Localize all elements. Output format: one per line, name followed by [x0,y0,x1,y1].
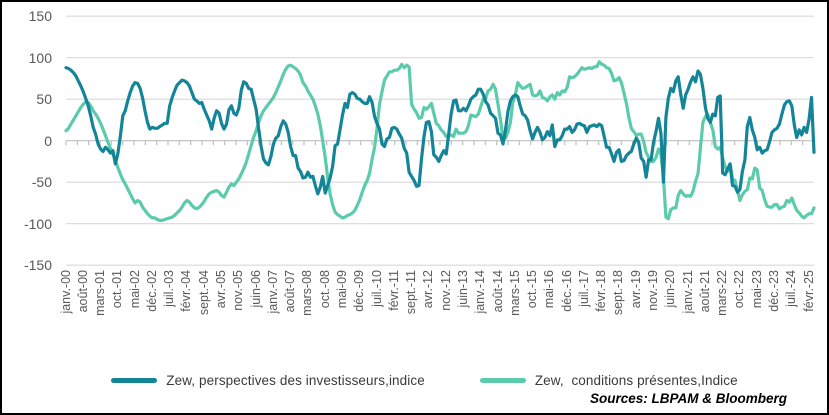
x-axis-tick-label: janv.-00 [58,270,73,314]
x-axis-tick-label: févr.-18 [594,270,609,312]
legend-item-conditions: Zew, conditions présentes,Indice [479,373,738,388]
x-axis-tick-label: mars-08 [300,270,315,317]
y-axis-tick-label: 100 [28,49,52,66]
x-axis-tick-label: avr.-05 [214,270,229,309]
x-axis-tick-label: nov.-05 [231,270,246,311]
x-axis-tick-label: mars-01 [93,270,108,317]
x-axis-tick-label: juin-06 [248,270,263,308]
x-axis-tick-label: déc.-16 [559,270,574,312]
x-axis-tick-label: sept.-18 [611,270,626,316]
x-axis-tick-label: janv.-21 [680,270,695,314]
x-axis-tick-label: févr.-11 [386,270,401,311]
x-axis-tick-label: juil.-17 [576,270,591,308]
source-note: Sources: LBPAM & Bloomberg [589,391,787,406]
x-axis-tick-label: mai-02 [127,270,142,309]
legend-item-perspectives: Zew, perspectives des investisseurs,indi… [111,373,425,388]
x-axis-tick-label: juil.-03 [162,270,177,308]
x-axis-tick-label: févr.-25 [801,270,816,312]
x-axis-tick-label: mars-22 [715,270,730,317]
legend-label-conditions: Zew, conditions présentes,Indice [534,373,738,388]
legend-label-perspectives: Zew, perspectives des investisseurs,indi… [166,373,425,388]
x-axis-tick-label: févr.-04 [179,270,194,312]
y-axis-tick-label: -150 [23,257,52,274]
x-axis-tick-label: juin-20 [663,270,678,308]
x-axis-tick-label: déc.-09 [352,270,367,312]
x-axis-tick-label: oct.-22 [732,270,747,309]
x-axis-tick-label: août-00 [75,270,90,313]
x-axis-tick-label: août-21 [697,270,712,313]
x-axis-tick-label: nov.-19 [646,270,661,311]
x-axis-tick-label: oct.-15 [525,270,540,309]
x-axis-tick-label: août-07 [283,270,298,313]
x-axis-tick-label: sept.-04 [196,270,211,316]
legend-line-perspectives-marker [111,378,158,383]
series-line [64,66,816,196]
x-axis-tick-label: nov.-12 [438,270,453,311]
x-axis-tick-label: juin-13 [455,270,470,308]
x-axis-tick-label: avr.-19 [628,270,643,309]
x-axis-tick-label: mai-23 [749,270,764,309]
x-axis-tick-label: juil.-10 [369,270,384,308]
y-axis-tick-label: -50 [31,174,52,191]
x-axis-tick-label: août-14 [490,270,505,313]
x-axis-tick-label: mars-15 [507,270,522,317]
y-axis-tick-label: -100 [23,215,52,232]
x-axis-tick-label: janv.-07 [265,270,280,314]
x-axis-tick-label: oct.-08 [317,270,332,309]
x-axis-tick-label: mai-16 [542,270,557,309]
x-axis-tick-label: mai-09 [334,270,349,309]
x-axis-tick-label: déc.-02 [144,270,159,312]
x-axis-tick-label: janv.-14 [473,270,488,314]
x-axis-tick-label: sept.-11 [404,270,419,315]
x-axis-tick-label: juil.-24 [784,270,799,308]
x-axis-tick-label: déc.-23 [767,270,781,312]
y-axis-tick-label: 50 [36,91,52,108]
legend: Zew, perspectives des investisseurs,indi… [42,373,807,388]
x-axis-tick-label: avr.-12 [421,270,436,309]
y-axis-tick-label: 150 [28,8,52,25]
y-axis-tick-label: 0 [44,132,52,149]
legend-line-conditions-marker [479,378,526,383]
series-line [64,60,816,222]
x-axis-tick-label: oct.-01 [110,270,125,309]
